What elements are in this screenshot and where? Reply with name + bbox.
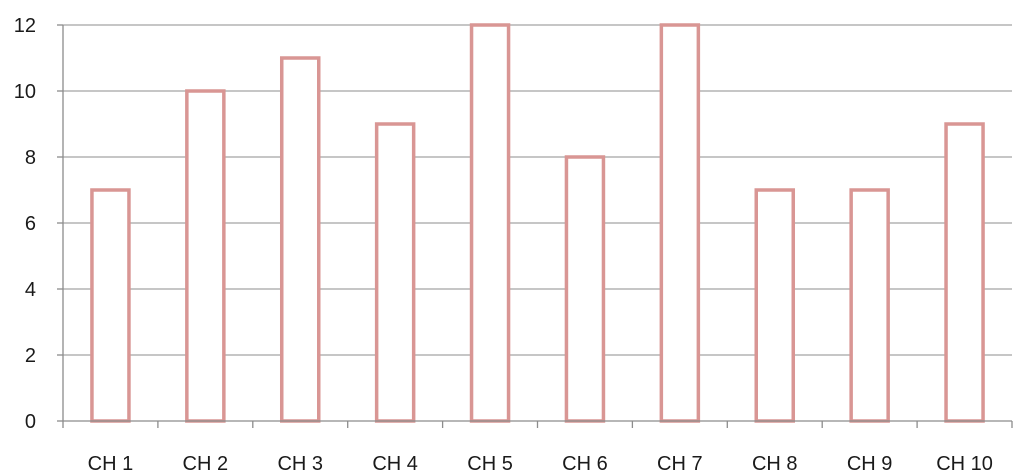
x-tick-label-ch-1: CH 1 bbox=[88, 453, 134, 475]
x-tick-label-ch-3: CH 3 bbox=[277, 453, 323, 475]
x-tick-label-ch-4: CH 4 bbox=[372, 453, 418, 475]
x-axis-tick-labels: CH 1 CH 2 CH 3 CH 4 CH 5 CH 6 CH 7 CH 8 CH 9 CH 1… bbox=[88, 453, 993, 475]
x-tick-label-ch-2: CH 2 bbox=[183, 453, 229, 475]
bar-ch-5 bbox=[469, 23, 511, 423]
y-tick-label-12: 12 bbox=[14, 15, 36, 37]
y-tick-label-8: 8 bbox=[25, 147, 36, 169]
x-tick-label-ch-10: CH 10 bbox=[936, 453, 993, 475]
bar-ch-1 bbox=[90, 188, 131, 423]
x-tick-label-ch-9: CH 9 bbox=[847, 453, 893, 475]
y-tick-label-2: 2 bbox=[25, 345, 36, 367]
bar-ch-6 bbox=[564, 155, 606, 423]
x-tick-label-ch-8: CH 8 bbox=[752, 453, 798, 475]
bar-ch-10 bbox=[944, 122, 985, 423]
y-tick-label-4: 4 bbox=[25, 279, 36, 301]
y-tick-label-6: 6 bbox=[25, 213, 36, 235]
bars bbox=[90, 23, 985, 423]
bar-ch-9 bbox=[849, 188, 890, 423]
bar-ch-7 bbox=[659, 23, 701, 423]
bar-ch-8 bbox=[754, 188, 796, 423]
bar-ch-4 bbox=[374, 122, 416, 423]
x-tick-label-ch-7: CH 7 bbox=[657, 453, 703, 475]
axes bbox=[57, 24, 1013, 428]
y-axis-tick-labels: 0 2 4 6 8 10 12 bbox=[14, 15, 36, 433]
y-tick-label-10: 10 bbox=[14, 81, 36, 103]
x-tick-label-ch-6: CH 6 bbox=[562, 453, 608, 475]
bar-ch-2 bbox=[185, 89, 226, 423]
y-tick-label-0: 0 bbox=[25, 411, 36, 433]
x-tick-label-ch-5: CH 5 bbox=[467, 453, 513, 475]
bar-ch-3 bbox=[279, 56, 321, 423]
